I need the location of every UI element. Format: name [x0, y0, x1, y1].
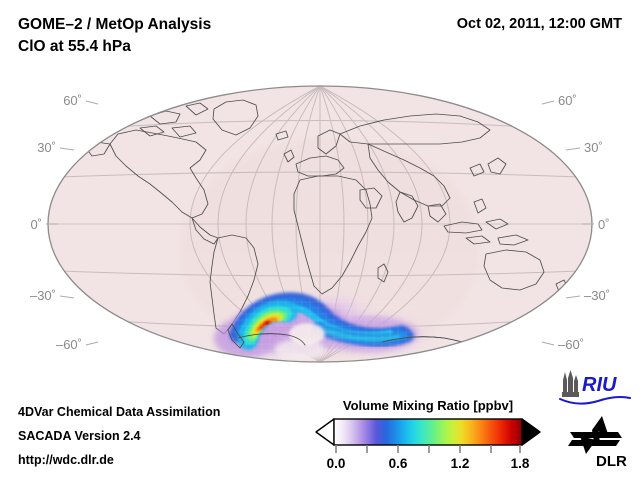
colorbar-tick-3: 1.8	[511, 456, 530, 470]
lat-label-left-60: 60˚	[63, 93, 82, 108]
colorbar-frame	[333, 418, 523, 446]
colorbar-tick-0: 0.0	[327, 456, 346, 470]
lat-label-left-m30: –30˚	[30, 288, 56, 303]
lat-label-right-60: 60˚	[558, 93, 577, 108]
footer-line-url[interactable]: http://wdc.dlr.de	[18, 453, 114, 467]
colorbar: Volume Mixing Ratio [ppbv]	[312, 398, 544, 473]
lat-label-right-30: 30˚	[584, 140, 603, 155]
lat-label-left-0: 0˚	[30, 217, 42, 232]
timestamp-label: Oct 02, 2011, 12:00 GMT	[456, 16, 622, 32]
footer-line-version: SACADA Version 2.4	[18, 429, 141, 443]
lat-label-left-m60: –60˚	[56, 337, 82, 352]
lat-label-right-m30: –30˚	[584, 288, 610, 303]
riu-logo: RIU	[556, 368, 634, 408]
title-block: GOME–2 / MetOp Analysis ClO at 55.4 hPa	[18, 14, 358, 58]
clo-plume-field	[149, 292, 491, 362]
world-map: 60˚ 30˚ 0˚ –30˚ –60˚ 60˚ 30˚ 0˚ –30˚ –60…	[30, 85, 610, 363]
colorbar-tick-1: 0.6	[389, 456, 408, 470]
cathedral-spires-icon	[562, 370, 579, 397]
riu-logo-icon: RIU	[559, 370, 631, 405]
lat-label-left-30: 30˚	[37, 140, 56, 155]
lat-tick-marks	[46, 100, 594, 346]
lat-label-right-0: 0˚	[598, 217, 610, 232]
footer-text-block: 4DVar Chemical Data Assimilation SACADA …	[18, 400, 318, 472]
riu-swoosh-icon	[559, 396, 631, 405]
colorbar-extend-high	[521, 418, 541, 446]
coastlines	[85, 99, 573, 362]
colorbar-ticks	[335, 445, 521, 453]
dlr-wordmark: DLR	[596, 453, 627, 470]
lat-label-right-m60: –60˚	[558, 337, 584, 352]
map-panel: 60˚ 30˚ 0˚ –30˚ –60˚ 60˚ 30˚ 0˚ –30˚ –60…	[0, 72, 640, 382]
riu-wordmark: RIU	[582, 374, 617, 396]
colorbar-scale: 0.0 0.6 1.2 1.8	[315, 418, 541, 470]
page-title: GOME–2 / MetOp Analysis	[18, 16, 212, 33]
dlr-logo: DLR	[562, 412, 634, 470]
colorbar-tick-2: 1.2	[451, 456, 470, 470]
colorbar-title: Volume Mixing Ratio [ppbv]	[342, 398, 514, 413]
dlr-logo-icon: DLR	[568, 416, 627, 470]
latitude-labels: 60˚ 30˚ 0˚ –30˚ –60˚ 60˚ 30˚ 0˚ –30˚ –60…	[30, 93, 610, 352]
colorbar-extend-low	[315, 418, 335, 446]
page-subtitle: ClO at 55.4 hPa	[18, 38, 131, 55]
colorbar-gradient	[334, 419, 522, 445]
footer-line-method: 4DVar Chemical Data Assimilation	[18, 405, 221, 419]
dlr-mark-icon	[568, 416, 622, 454]
